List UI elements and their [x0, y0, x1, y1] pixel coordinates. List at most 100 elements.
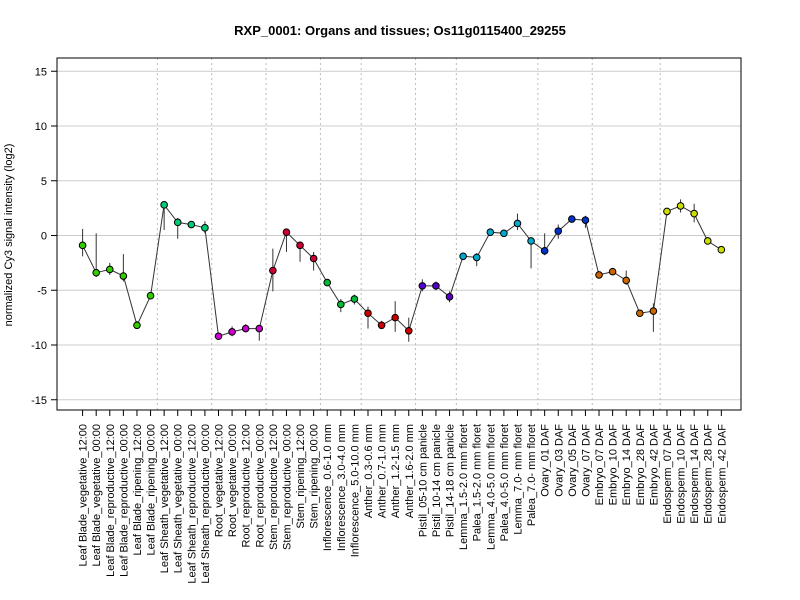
data-point: [133, 321, 141, 330]
data-point: [255, 324, 264, 333]
x-tick-label: Pistil_05-10 cm panicle: [417, 424, 429, 537]
x-tick-label: Anther_1.6-2.0 mm: [404, 424, 416, 518]
chart-title: RXP_0001: Organs and tissues; Os11g01154…: [234, 23, 566, 38]
x-tick-label: Endosperm_07 DAF: [662, 424, 674, 524]
data-point: [228, 328, 236, 336]
x-tick-label: Leaf Sheath_reproductive_12:00: [186, 424, 198, 584]
data-point: [513, 219, 522, 228]
x-tick-label: Anther_0.3-0.6 mm: [363, 424, 375, 518]
data-point: [146, 291, 155, 300]
y-tick-label: 0: [41, 231, 47, 243]
data-point: [160, 201, 168, 209]
y-axis-ticks: -15 -10 -5 0 5 10 15: [31, 66, 57, 407]
x-tick-label: Inflorescence_0.6-1.0 mm: [322, 424, 334, 551]
x-tick-label: Palea_7.0- mm floret: [526, 424, 538, 526]
grid-lines: [57, 70, 741, 401]
x-tick-label: Lemma_7.0- mm floret: [512, 424, 524, 535]
x-tick-label: Stem_ripening_00:00: [309, 424, 321, 529]
x-axis-category-labels: Leaf Blade_vegetative_12:00 Leaf Blade_ve…: [78, 424, 729, 584]
x-tick-label: Inflorescence_3.0-4.0 mm: [336, 424, 348, 551]
x-tick-label: Leaf Blade_reproductive_00:00: [118, 424, 130, 577]
x-tick-label: Ovary_05 DAF: [567, 424, 579, 497]
plot-frame: [56, 57, 742, 411]
data-point: [432, 282, 440, 290]
data-point: [472, 253, 481, 262]
x-axis-ticks: [82, 410, 722, 416]
x-tick-label: Embryo_07 DAF: [594, 424, 606, 506]
y-axis-label: normalized Cy3 signal intensity (log2): [3, 144, 15, 327]
data-point: [241, 324, 250, 333]
data-point: [391, 313, 399, 322]
data-point: [663, 207, 671, 216]
x-tick-label: Root_vegetative_12:00: [214, 424, 226, 537]
data-point: [459, 252, 467, 261]
x-tick-label: Stem_ripening_12:00: [295, 424, 307, 529]
x-tick-label: Root_reproductive_12:00: [241, 424, 253, 548]
x-tick-label: Lemma_1.5-2.0 mm floret: [458, 424, 470, 550]
x-tick-label: Leaf Blade_ripening_12:00: [132, 424, 144, 556]
x-tick-label: Leaf Blade_vegetative_00:00: [91, 424, 103, 567]
data-point: [296, 241, 304, 250]
x-tick-label: Leaf Sheath_reproductive_00:00: [200, 424, 212, 584]
data-point: [350, 295, 359, 303]
data-point: [214, 332, 223, 341]
data-point: [595, 271, 603, 279]
x-tick-label: Ovary_01 DAF: [540, 424, 552, 497]
x-tick-label: Root_reproductive_00:00: [254, 424, 266, 548]
x-tick-label: Leaf Blade_ripening_00:00: [146, 424, 158, 556]
y-tick-label: -10: [31, 340, 47, 352]
x-tick-label: Leaf Sheath_vegetative_00:00: [173, 424, 185, 573]
data-point: [486, 228, 495, 237]
y-tick-label: 15: [35, 66, 47, 78]
data-point: [282, 228, 291, 237]
data-point: [377, 321, 386, 330]
x-tick-label: Anther_0.7-1.0 mm: [377, 424, 389, 518]
data-point: [269, 266, 277, 275]
y-tick-label: 10: [35, 121, 47, 133]
x-tick-label: Anther_1.2-1.5 mm: [390, 424, 402, 518]
x-tick-label: Endosperm_42 DAF: [716, 424, 728, 524]
data-point: [323, 278, 332, 287]
data-point: [418, 282, 427, 290]
data-point: [608, 267, 617, 276]
x-tick-label: Stem_reproductive_00:00: [281, 424, 293, 550]
data-point: [690, 209, 698, 218]
data-point: [201, 224, 209, 232]
y-tick-label: -5: [37, 285, 47, 297]
data-point: [364, 309, 372, 318]
data-point: [187, 220, 196, 229]
x-tick-label: Inflorescence_5.0-10.0 mm: [349, 424, 361, 557]
data-point: [649, 307, 658, 315]
data-point: [622, 276, 631, 285]
x-tick-label: Ovary_03 DAF: [553, 424, 565, 497]
data-point: [717, 245, 726, 254]
data-point: [527, 237, 535, 245]
data-point: [703, 237, 712, 245]
x-tick-label: Root_vegetative_00:00: [227, 424, 239, 537]
data-point: [568, 215, 576, 223]
y-tick-label: 5: [41, 176, 47, 188]
data-point: [540, 247, 549, 255]
x-tick-label: Embryo_14 DAF: [621, 424, 633, 506]
x-tick-label: Leaf Sheath_vegetative_12:00: [159, 424, 171, 573]
data-point: [105, 265, 114, 274]
x-tick-label: Leaf Blade_vegetative_12:00: [78, 424, 90, 567]
data-point: [500, 229, 508, 238]
x-tick-label: Palea_4.0-5.0 mm floret: [499, 424, 511, 541]
data-point: [78, 241, 87, 250]
x-tick-label: Ovary_07 DAF: [580, 424, 592, 497]
data-point: [173, 218, 182, 227]
x-tick-label: Endosperm_10 DAF: [676, 424, 688, 524]
data-point: [554, 227, 563, 235]
x-tick-label: Pistil_14-18 cm panicle: [445, 424, 457, 537]
x-tick-label: Leaf Blade_reproductive_12:00: [105, 424, 117, 577]
data-point: [404, 326, 413, 335]
data-point: [337, 300, 345, 309]
x-tick-label: Endosperm_28 DAF: [703, 424, 715, 524]
x-tick-label: Stem_reproductive_12:00: [268, 424, 280, 550]
y-tick-label: -15: [31, 395, 47, 407]
data-point: [581, 216, 590, 224]
data-point: [309, 254, 318, 263]
data-points: [78, 201, 726, 341]
data-point: [92, 268, 100, 277]
